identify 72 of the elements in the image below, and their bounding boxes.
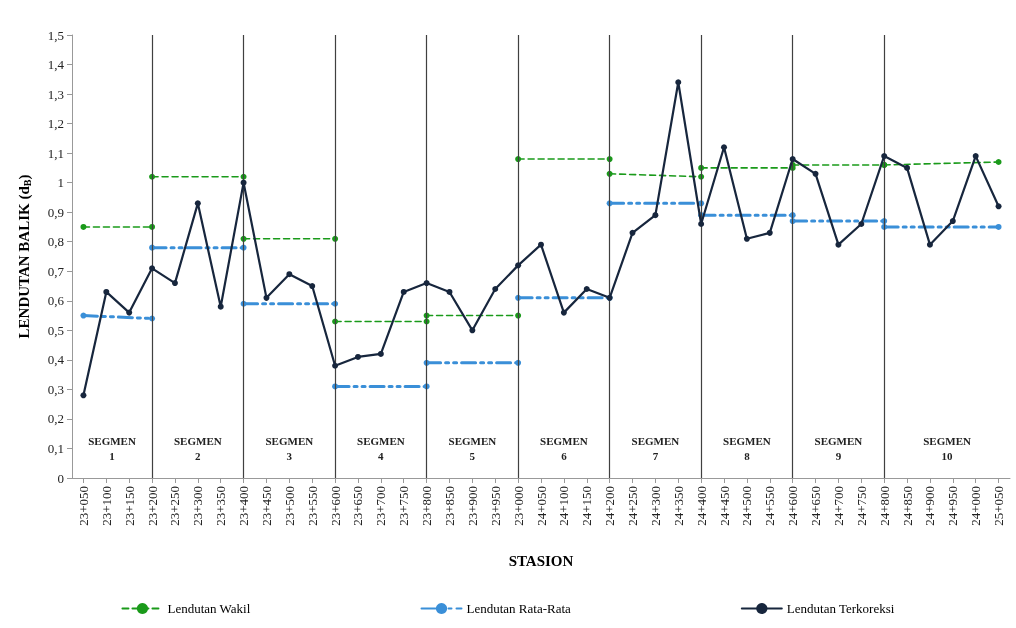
annotation: SEGMEN 4 (357, 434, 405, 462)
annotation: SEGMEN 6 (540, 434, 588, 462)
x-tick-label: 23+950 (487, 486, 503, 526)
x-tick-label: 23+350 (213, 486, 229, 526)
x-tick-label: 23+050 (75, 486, 91, 526)
x-tick-label: 23+250 (167, 486, 183, 526)
x-tick-label: 24+400 (693, 486, 709, 526)
y-tick-label: 1,4 (47, 57, 65, 73)
x-tick-label: 24+650 (808, 486, 824, 526)
y-tick-label: 1 (57, 175, 64, 191)
x-tick-label: 23+800 (419, 486, 435, 526)
x-tick-label: 24+000 (968, 486, 984, 526)
x-tick-label: 24+300 (647, 486, 663, 526)
y-tick-label: 0,2 (47, 411, 64, 427)
y-tick-label: 1,2 (47, 116, 64, 132)
x-tick-label: 23+150 (121, 486, 137, 526)
x-tick-label: 23+650 (350, 486, 366, 526)
x-tick-label: 23+100 (98, 486, 114, 526)
y-tick-label: 1,5 (47, 27, 64, 43)
annotation: SEGMEN 1 (88, 434, 136, 462)
annotation: SEGMEN 7 (631, 434, 680, 462)
annotation: SEGMEN 8 (723, 434, 771, 462)
x-tick-label: 24+100 (556, 486, 572, 526)
x-tick-label: 23+450 (258, 486, 274, 526)
x-tick-label: 23+500 (281, 486, 297, 526)
x-axis-title: STASION (508, 552, 574, 569)
x-tick-label: 24+500 (739, 486, 755, 526)
x-tick-label: 24+200 (602, 486, 618, 526)
y-tick-label: 0,4 (47, 352, 65, 368)
y-tick-label: 0,3 (47, 381, 64, 397)
y-tick-label: 0,8 (47, 234, 64, 250)
annotation: SEGMEN 9 (814, 434, 863, 462)
annotation: SEGMEN 5 (448, 434, 497, 462)
x-tick-label: 24+150 (579, 486, 595, 526)
x-tick-label: 23+850 (441, 486, 457, 526)
x-tick-label: 23+300 (190, 486, 206, 526)
y-tick-label: 0,6 (47, 293, 65, 309)
legend-label: Lendutan Terkoreksi (786, 601, 895, 616)
x-tick-label: 23+550 (304, 486, 320, 526)
x-tick-label: 23+900 (464, 486, 480, 526)
x-tick-label: 24+700 (830, 486, 846, 526)
x-tick-label: 24+950 (945, 486, 961, 526)
x-tick-label: 23+000 (510, 486, 526, 526)
x-tick-label: 23+600 (327, 486, 343, 526)
x-tick-label: 24+550 (762, 486, 778, 526)
annotation: SEGMEN 2 (173, 434, 222, 462)
legend-label: Lendutan Wakil (167, 601, 251, 616)
y-tick-label: 0 (57, 470, 64, 486)
x-tick-label: 24+450 (716, 486, 732, 526)
x-tick-label: 25+050 (991, 486, 1007, 526)
x-tick-label: 24+600 (785, 486, 801, 526)
x-tick-label: 24+750 (853, 486, 869, 526)
x-tick-label: 24+900 (922, 486, 938, 526)
y-tick-label: 1,1 (47, 145, 64, 161)
y-tick-label: 0,9 (47, 204, 64, 220)
x-tick-label: 23+750 (396, 486, 412, 526)
annotation: SEGMEN 3 (265, 434, 314, 462)
x-tick-label: 24+050 (533, 486, 549, 526)
y-axis-title: LENDUTAN BALIK (dB) (16, 174, 33, 339)
y-tick-label: 1,3 (47, 86, 64, 102)
x-tick-label: 24+250 (625, 486, 641, 526)
x-tick-label: 24+800 (876, 486, 892, 526)
y-tick-label: 0,7 (47, 263, 65, 279)
y-tick-label: 0,5 (47, 322, 64, 338)
annotation: SEGMEN 10 (923, 434, 971, 462)
legend-label: Lendutan Rata-Rata (466, 601, 572, 616)
x-tick-label: 23+200 (144, 486, 160, 526)
x-tick-label: 24+350 (670, 486, 686, 526)
y-tick-label: 0,1 (47, 440, 64, 456)
x-tick-label: 23+400 (236, 486, 252, 526)
x-tick-label: 23+700 (373, 486, 389, 526)
x-tick-label: 24+850 (899, 486, 915, 526)
